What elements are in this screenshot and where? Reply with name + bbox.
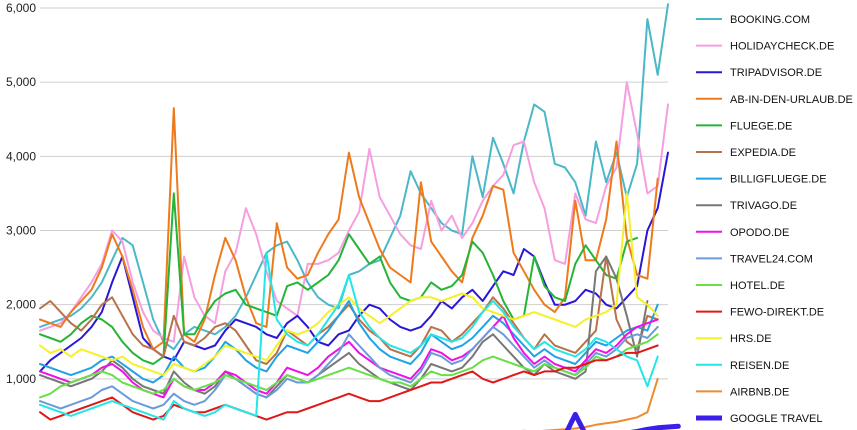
legend-label-billigfluege-de: BILLIGFLUEGE.DE [730, 174, 827, 186]
series-line-fluege-de [39, 192, 639, 365]
series-line-ab-in-den-urlaub-de [39, 107, 659, 351]
legend-label-opodo-de: OPODO.DE [730, 227, 789, 239]
series-line-tripadvisor-de [39, 151, 669, 373]
y-tick-label: 1,000 [6, 372, 36, 386]
legend-label-expedia-de: EXPEDIA.DE [730, 147, 796, 159]
gridlines [40, 7, 668, 380]
series-line-hotel-de [39, 333, 659, 399]
y-tick-label: 6,000 [6, 1, 36, 15]
y-tick-label: 4,000 [6, 149, 36, 163]
legend: BOOKING.COM HOLIDAYCHECK.DE TRIPADVISOR.DE… [696, 14, 853, 425]
series-line-fewo-direkt-de [39, 344, 659, 421]
legend-label-hotel-de: HOTEL.DE [730, 280, 785, 292]
series-line-billigfluege-de [39, 300, 659, 384]
series-line-holidaycheck-de [39, 81, 669, 343]
legend-label-booking-com: BOOKING.COM [730, 14, 810, 26]
series-line-opodo-de [39, 314, 659, 399]
legend-label-airbnb-de: AIRBNB.DE [730, 386, 789, 398]
y-tick-label: 3,000 [6, 224, 36, 238]
legend-label-fluege-de: FLUEGE.DE [730, 120, 792, 132]
legend-label-travel24-com: TRAVEL24.COM [730, 253, 813, 265]
legend-label-fewo-direkt-de: FEWO-DIREKT.DE [730, 307, 824, 319]
legend-label-reisen-de: REISEN.DE [730, 360, 789, 372]
legend-label-holidaycheck-de: HOLIDAYCHECK.DE [730, 41, 834, 53]
legend-label-hrs-de: HRS.DE [730, 333, 772, 345]
y-tick-label: 2,000 [6, 298, 36, 312]
series-line-google-travel [564, 411, 681, 430]
series-lines [39, 3, 681, 430]
legend-label-ab-in-den-urlaub-de: AB-IN-DEN-URLAUB.DE [730, 94, 853, 106]
series-line-booking-com [39, 3, 669, 351]
y-axis-tick-labels: 1,000 2,000 3,000 4,000 5,000 6,000 [6, 1, 36, 386]
y-tick-label: 5,000 [6, 75, 36, 89]
legend-label-trivago-de: TRIVAGO.DE [730, 200, 797, 212]
legend-label-google-travel: GOOGLE TRAVEL [730, 413, 823, 425]
series-line-reisen-de [39, 251, 659, 421]
legend-label-tripadvisor-de: TRIPADVISOR.DE [730, 67, 822, 79]
series-line-expedia-de [39, 255, 659, 365]
series-line-hrs-de [39, 192, 659, 377]
